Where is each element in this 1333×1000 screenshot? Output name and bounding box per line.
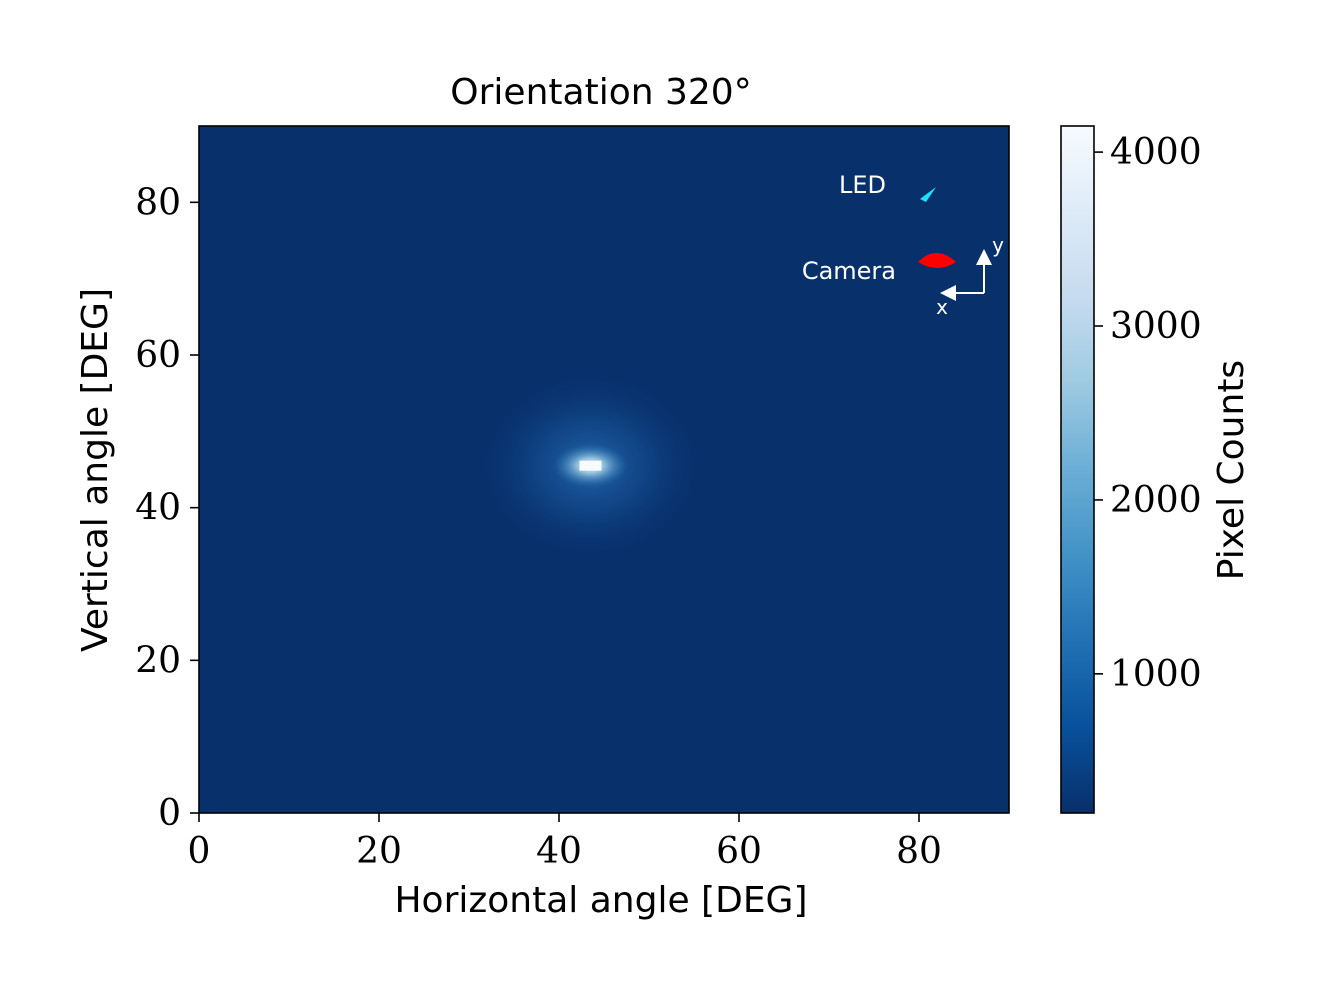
colorbar-tick-label: 3000 xyxy=(1110,306,1202,347)
y-tick-label: 0 xyxy=(158,793,181,834)
y-tick-label: 40 xyxy=(135,488,181,529)
y-tick-label: 80 xyxy=(135,182,181,223)
colorbar-tick-label: 4000 xyxy=(1110,132,1202,173)
heatmap-plot-area xyxy=(198,125,1010,814)
camera-marker xyxy=(918,253,956,268)
chart-title: Orientation 320° xyxy=(450,72,751,113)
axis-x-label: x xyxy=(936,295,948,319)
x-tick-label: 80 xyxy=(896,831,942,872)
axis-y-label: y xyxy=(992,233,1004,257)
colorbar-tick-label: 2000 xyxy=(1110,480,1202,521)
x-tick-label: 40 xyxy=(536,831,582,872)
y-tick-label: 20 xyxy=(135,640,181,681)
colorbar-tick-label: 1000 xyxy=(1110,654,1202,695)
x-tick-label: 60 xyxy=(716,831,762,872)
y-tick-label: 60 xyxy=(135,335,181,376)
x-axis: 0 20 40 60 80 xyxy=(188,813,942,872)
camera-label: Camera xyxy=(802,257,896,285)
y-axis: 0 20 40 60 80 xyxy=(135,182,199,834)
colorbar-label: Pixel Counts xyxy=(1211,360,1252,580)
x-axis-label: Horizontal angle [DEG] xyxy=(394,880,807,921)
orientation-inset: LED Camera x y xyxy=(802,171,1004,319)
x-tick-label: 20 xyxy=(356,831,402,872)
y-axis-label: Vertical angle [DEG] xyxy=(75,288,116,652)
heatmap-peak-pixel xyxy=(579,460,602,471)
colorbar-gradient xyxy=(1060,125,1095,814)
colorbar: 1000 2000 3000 4000 Pixel Counts xyxy=(1060,125,1252,814)
plot-frame xyxy=(198,125,1010,814)
x-tick-label: 0 xyxy=(188,831,211,872)
led-label: LED xyxy=(839,171,886,199)
colorbar-ticks: 1000 2000 3000 4000 xyxy=(1094,132,1202,695)
led-marker xyxy=(920,187,936,202)
